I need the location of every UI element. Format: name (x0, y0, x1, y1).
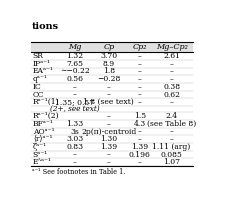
Text: 8.9: 8.9 (102, 60, 114, 68)
Text: –: – (137, 135, 141, 143)
Text: –: – (137, 60, 141, 68)
Text: 7.65: 7.65 (66, 60, 83, 68)
Text: 2.4: 2.4 (165, 112, 177, 120)
Text: –: – (106, 83, 110, 91)
Text: –: – (169, 135, 173, 143)
Text: AOᵃ⁻¹: AOᵃ⁻¹ (33, 128, 54, 136)
Text: 0.196: 0.196 (128, 151, 150, 159)
Text: –: – (106, 151, 110, 159)
Text: Rᵃ⁻¹(1): Rᵃ⁻¹(1) (33, 98, 59, 106)
Text: ⟨r⟩ᵃ⁻¹: ⟨r⟩ᵃ⁻¹ (33, 135, 52, 143)
Text: –: – (137, 67, 141, 76)
Text: 3.03: 3.03 (66, 135, 83, 143)
Text: Rᵃ⁻¹(2): Rᵃ⁻¹(2) (33, 112, 59, 120)
Text: –: – (137, 128, 141, 136)
Bar (31, 42, 192, 52)
Text: 1.32: 1.32 (66, 52, 83, 60)
Text: 0.085: 0.085 (160, 151, 182, 159)
Text: 1.8: 1.8 (102, 67, 114, 76)
Text: Mg–Cp₂: Mg–Cp₂ (155, 43, 187, 51)
Text: –: – (137, 52, 141, 60)
Text: 3.70: 3.70 (100, 52, 117, 60)
Text: −0.28: −0.28 (97, 75, 120, 83)
Text: 1.33: 1.33 (66, 120, 83, 128)
Text: ∼−0.22: ∼−0.22 (60, 67, 89, 76)
Text: 1.07: 1.07 (162, 158, 179, 166)
Text: 0.56: 0.56 (66, 75, 83, 83)
Text: –: – (169, 128, 173, 136)
Text: 0.62: 0.62 (162, 90, 179, 99)
Text: 0.38: 0.38 (162, 83, 179, 91)
Text: –: – (106, 120, 110, 128)
Text: tions: tions (31, 22, 58, 31)
Text: –: – (137, 90, 141, 99)
Text: Eᴬᵃ⁻¹: Eᴬᵃ⁻¹ (33, 158, 52, 166)
Text: –: – (106, 112, 110, 120)
Text: EAᵃ⁻¹: EAᵃ⁻¹ (33, 67, 54, 76)
Text: 1.11 (arg): 1.11 (arg) (152, 143, 190, 151)
Text: 1.39: 1.39 (100, 143, 117, 151)
Text: ζᵃ⁻¹: ζᵃ⁻¹ (33, 143, 47, 151)
Text: –: – (169, 60, 173, 68)
Text: –: – (73, 83, 76, 91)
Text: CC: CC (33, 90, 44, 99)
Text: Cp₂: Cp₂ (132, 43, 146, 51)
Text: –: – (137, 75, 141, 83)
Text: 2p(π)-centroid: 2p(π)-centroid (81, 128, 136, 136)
Text: ᵃ⁻¹ See footnotes in Table 1.: ᵃ⁻¹ See footnotes in Table 1. (32, 168, 125, 176)
Text: –: – (106, 158, 110, 166)
Text: SR: SR (33, 52, 44, 60)
Text: –: – (73, 158, 76, 166)
Text: IC: IC (33, 83, 41, 91)
Text: (see Table 8): (see Table 8) (146, 120, 195, 128)
Text: –: – (73, 90, 76, 99)
Text: –: – (137, 98, 141, 106)
Text: 1.30: 1.30 (100, 135, 117, 143)
Text: 1.39: 1.39 (131, 143, 148, 151)
Text: –: – (73, 151, 76, 159)
Text: IPᵃ⁻¹: IPᵃ⁻¹ (33, 60, 51, 68)
Text: BFᵃ⁻¹: BFᵃ⁻¹ (33, 120, 54, 128)
Text: –: – (169, 75, 173, 83)
Text: (2+, see text): (2+, see text) (50, 105, 99, 113)
Text: 1.5: 1.5 (133, 112, 145, 120)
Text: Sᵃ⁻¹: Sᵃ⁻¹ (33, 151, 48, 159)
Text: qᵃ⁻¹: qᵃ⁻¹ (33, 75, 48, 83)
Text: 3s: 3s (70, 128, 79, 136)
Text: Mg: Mg (68, 43, 81, 51)
Text: 1.35; 0.57: 1.35; 0.57 (55, 98, 94, 106)
Text: –: – (137, 158, 141, 166)
Text: Cp: Cp (103, 43, 114, 51)
Text: 1.8 (see text): 1.8 (see text) (83, 98, 134, 106)
Text: –: – (169, 67, 173, 76)
Text: 0.83: 0.83 (66, 143, 83, 151)
Text: –: – (106, 90, 110, 99)
Text: –: – (169, 98, 173, 106)
Text: 2.61: 2.61 (162, 52, 179, 60)
Text: 4.3: 4.3 (133, 120, 145, 128)
Text: –: – (137, 83, 141, 91)
